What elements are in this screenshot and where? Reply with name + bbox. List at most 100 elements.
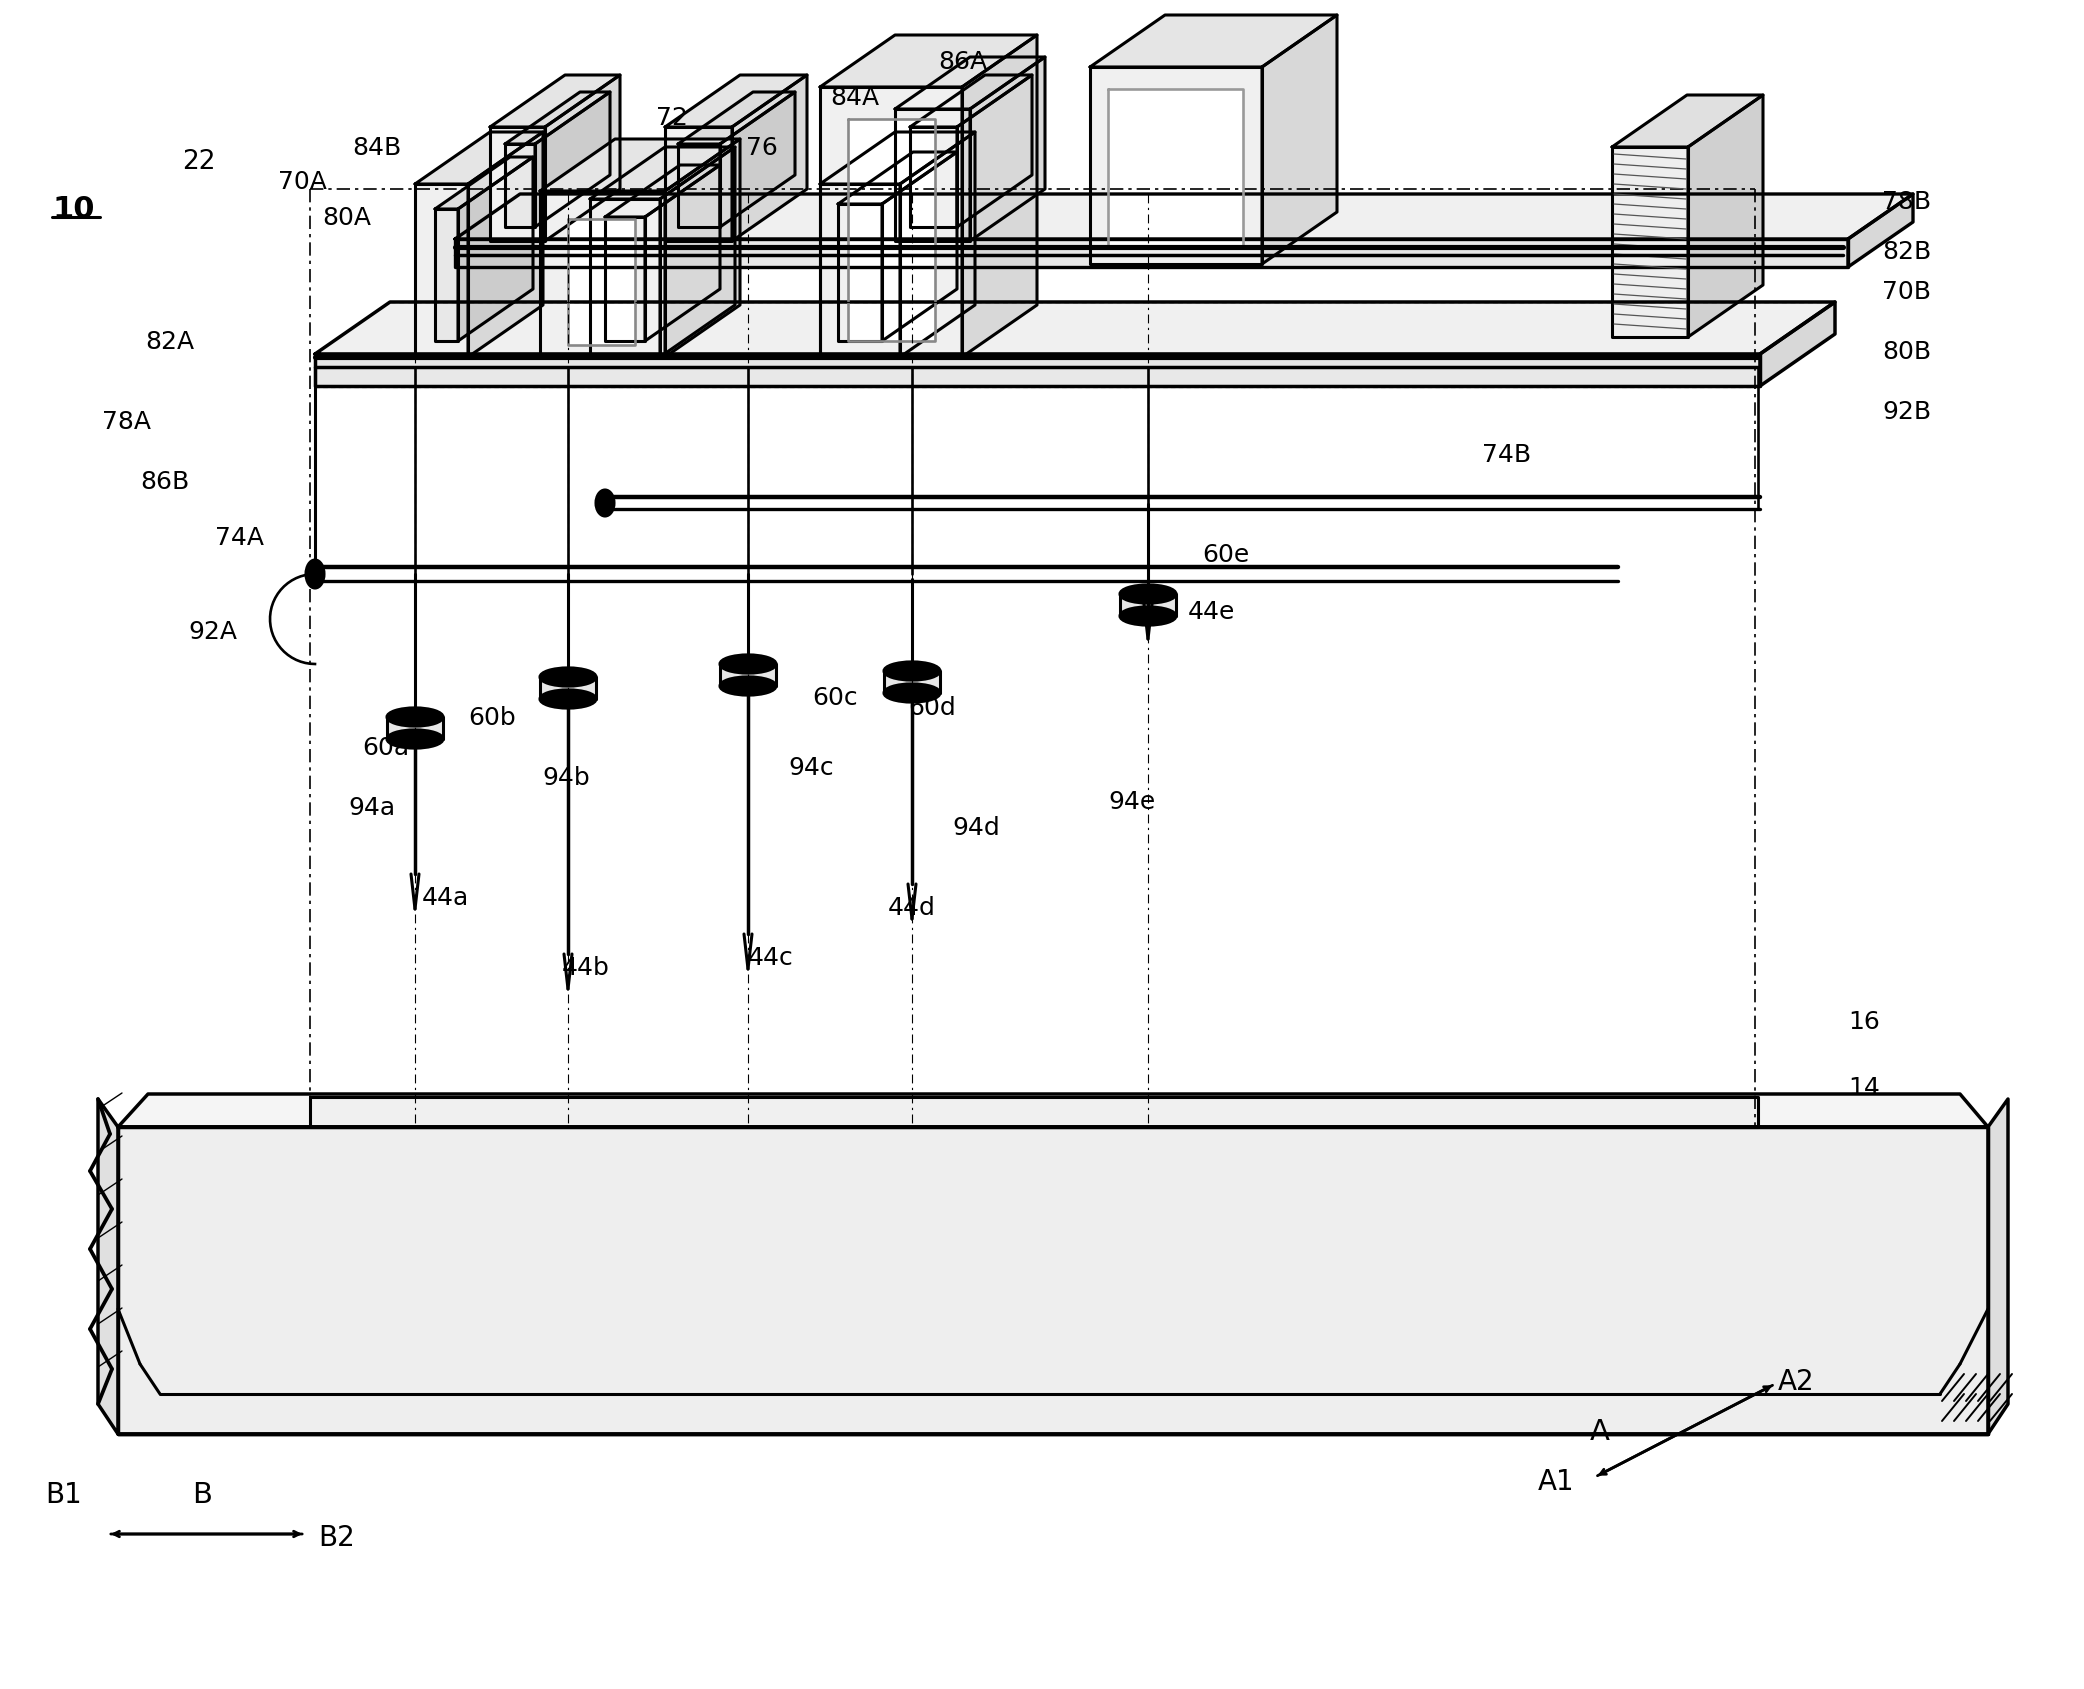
Polygon shape <box>894 110 969 242</box>
Text: 14: 14 <box>1849 1076 1880 1100</box>
Polygon shape <box>454 240 1849 269</box>
Text: B: B <box>192 1480 213 1508</box>
Polygon shape <box>415 133 544 184</box>
Text: 60d: 60d <box>909 696 957 720</box>
Polygon shape <box>469 133 544 358</box>
Text: 44d: 44d <box>888 895 936 919</box>
Polygon shape <box>504 145 536 228</box>
Text: 16: 16 <box>1849 1010 1880 1034</box>
Ellipse shape <box>540 691 596 709</box>
Ellipse shape <box>884 684 940 703</box>
Polygon shape <box>1988 1100 2009 1434</box>
Polygon shape <box>665 76 807 128</box>
Text: 94b: 94b <box>542 765 590 789</box>
Polygon shape <box>1119 595 1175 616</box>
Polygon shape <box>665 128 731 242</box>
Polygon shape <box>677 93 794 145</box>
Text: 76: 76 <box>746 135 777 160</box>
Ellipse shape <box>1119 586 1175 603</box>
Polygon shape <box>1263 15 1338 265</box>
Polygon shape <box>490 76 621 128</box>
Polygon shape <box>436 157 534 209</box>
Ellipse shape <box>596 491 615 517</box>
Text: A: A <box>1590 1417 1609 1446</box>
Polygon shape <box>957 76 1032 228</box>
Polygon shape <box>1761 302 1836 387</box>
Text: 70A: 70A <box>277 171 327 194</box>
Polygon shape <box>415 184 469 358</box>
Polygon shape <box>388 718 444 740</box>
Polygon shape <box>315 355 1761 387</box>
Polygon shape <box>604 166 719 218</box>
Text: 94c: 94c <box>788 755 834 780</box>
Polygon shape <box>540 677 596 699</box>
Text: 92B: 92B <box>1882 400 1932 424</box>
Polygon shape <box>882 154 957 341</box>
Text: B1: B1 <box>46 1480 81 1508</box>
Polygon shape <box>646 166 719 341</box>
Polygon shape <box>819 184 900 358</box>
Text: 70B: 70B <box>1882 280 1932 304</box>
Text: 82A: 82A <box>146 329 194 353</box>
Polygon shape <box>119 1127 1988 1434</box>
Polygon shape <box>540 140 740 193</box>
Text: 74A: 74A <box>215 525 265 549</box>
Polygon shape <box>894 57 1044 110</box>
Text: B2: B2 <box>319 1523 354 1551</box>
Polygon shape <box>677 145 719 228</box>
Polygon shape <box>1109 90 1242 248</box>
Text: 78A: 78A <box>102 410 150 434</box>
Polygon shape <box>838 154 957 204</box>
Polygon shape <box>454 194 1913 240</box>
Polygon shape <box>819 133 975 184</box>
Polygon shape <box>311 1098 1759 1127</box>
Text: 92A: 92A <box>188 620 238 644</box>
Ellipse shape <box>1119 608 1175 625</box>
Polygon shape <box>911 76 1032 128</box>
Polygon shape <box>911 128 957 228</box>
Polygon shape <box>1613 149 1688 338</box>
Ellipse shape <box>719 655 775 674</box>
Ellipse shape <box>884 662 940 681</box>
Polygon shape <box>884 672 940 694</box>
Polygon shape <box>838 204 882 341</box>
Text: 74B: 74B <box>1482 443 1532 466</box>
Ellipse shape <box>719 677 775 696</box>
Text: 80B: 80B <box>1882 339 1932 363</box>
Polygon shape <box>819 35 1038 88</box>
Polygon shape <box>848 120 936 341</box>
Polygon shape <box>98 1100 119 1434</box>
Polygon shape <box>490 128 546 242</box>
Text: 44c: 44c <box>748 946 794 969</box>
Text: 94a: 94a <box>348 796 396 819</box>
Polygon shape <box>1090 68 1263 265</box>
Text: 78B: 78B <box>1882 189 1932 215</box>
Text: 44e: 44e <box>1188 600 1236 623</box>
Text: 44b: 44b <box>563 956 611 980</box>
Text: 60b: 60b <box>469 706 515 730</box>
Polygon shape <box>546 76 621 242</box>
Text: 94d: 94d <box>952 816 1000 839</box>
Polygon shape <box>436 209 458 341</box>
Ellipse shape <box>388 708 444 726</box>
Text: 10: 10 <box>52 196 94 225</box>
Polygon shape <box>719 93 794 228</box>
Polygon shape <box>569 220 636 346</box>
Text: 86B: 86B <box>140 470 190 493</box>
Polygon shape <box>719 664 775 687</box>
Polygon shape <box>315 302 1836 355</box>
Text: A1: A1 <box>1538 1468 1576 1495</box>
Polygon shape <box>819 88 963 358</box>
Text: 60c: 60c <box>813 686 859 709</box>
Text: 82B: 82B <box>1882 240 1932 263</box>
Polygon shape <box>731 76 807 242</box>
Text: 60e: 60e <box>1202 542 1248 568</box>
Polygon shape <box>590 149 736 199</box>
Text: 72: 72 <box>656 106 688 130</box>
Polygon shape <box>458 157 534 341</box>
Polygon shape <box>969 57 1044 242</box>
Text: 22: 22 <box>181 149 215 176</box>
Polygon shape <box>665 140 740 358</box>
Ellipse shape <box>306 561 323 589</box>
Text: 86A: 86A <box>938 51 988 74</box>
